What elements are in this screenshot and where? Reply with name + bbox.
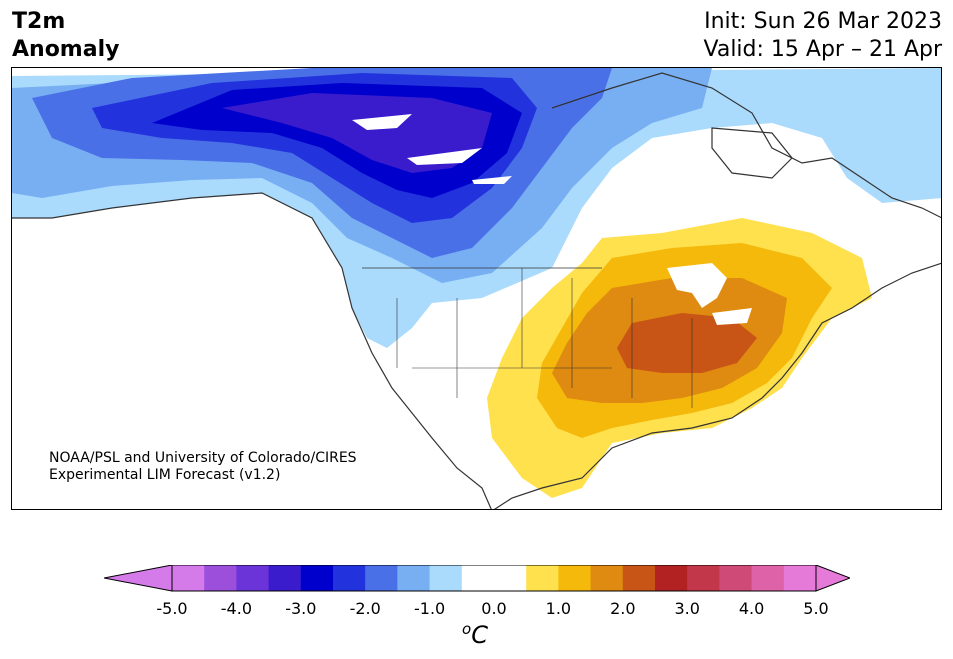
cold-band-6 bbox=[222, 93, 492, 173]
lake-white-2 bbox=[407, 148, 482, 165]
colorbar-segment bbox=[783, 565, 817, 591]
unit-base: C bbox=[471, 621, 488, 649]
colorbar-tick-label: 5.0 bbox=[803, 599, 829, 618]
colorbar-under-triangle bbox=[104, 565, 173, 592]
colorbar-segment bbox=[687, 565, 720, 591]
variable-type: Anomaly bbox=[12, 37, 120, 62]
lake-white-1 bbox=[352, 114, 412, 130]
colorbar-segment bbox=[172, 565, 205, 591]
map-canvas bbox=[12, 68, 941, 509]
colorbar-segment bbox=[590, 565, 624, 591]
init-date: Init: Sun 26 Mar 2023 bbox=[704, 9, 942, 34]
valid-dates: Valid: 15 Apr – 21 Apr bbox=[703, 37, 943, 62]
credit-line-2: Experimental LIM Forecast (v1.2) bbox=[49, 467, 281, 483]
credit-text: NOAA/PSL and University of Colorado/CIRE… bbox=[49, 450, 357, 484]
colorbar-segment bbox=[751, 565, 785, 591]
colorbar-segment bbox=[397, 565, 431, 591]
borders bbox=[12, 72, 941, 509]
colorbar-tick-label: -2.0 bbox=[349, 599, 381, 618]
colorbar-tick-label: 4.0 bbox=[738, 599, 765, 618]
colorbar-segment bbox=[526, 565, 559, 591]
colorbar-segment bbox=[719, 565, 753, 591]
colorbar-tick-label: -1.0 bbox=[413, 599, 446, 618]
colorbar-segment bbox=[365, 565, 398, 591]
colorbar bbox=[104, 565, 850, 592]
colorbar-segment bbox=[622, 565, 656, 591]
colorbar-tick-label: -3.0 bbox=[285, 599, 317, 618]
colorbar-outline bbox=[171, 565, 817, 592]
colorbar-segment bbox=[494, 565, 527, 591]
credit-line-1: NOAA/PSL and University of Colorado/CIRE… bbox=[49, 450, 357, 466]
warm-band-4 bbox=[617, 313, 757, 373]
colorbar-segment bbox=[333, 565, 366, 591]
colorbar-tick-label: -4.0 bbox=[220, 599, 252, 618]
colorbar-segment bbox=[461, 565, 495, 591]
unit-degree: o bbox=[462, 620, 472, 638]
colorbar-segment bbox=[268, 565, 302, 591]
colorbar-tick-label: 3.0 bbox=[674, 599, 700, 618]
colorbar-over-triangle bbox=[815, 565, 850, 592]
colorbar-tick-label: -5.0 bbox=[156, 599, 188, 618]
anomaly-map bbox=[11, 67, 942, 510]
lake-white-3 bbox=[472, 176, 512, 184]
colorbar-segment bbox=[204, 565, 237, 591]
colorbar-tick-label: 1.0 bbox=[545, 599, 572, 618]
colorbar-segment bbox=[558, 565, 592, 591]
colorbar-tick-label: 0.0 bbox=[481, 599, 507, 618]
unit-label: oC bbox=[462, 620, 488, 649]
map-title: T2m Anomaly bbox=[12, 8, 119, 64]
colorbar-segments bbox=[172, 565, 817, 591]
colorbar-tick-label: 2.0 bbox=[610, 599, 636, 618]
colorbar-segment bbox=[655, 565, 688, 591]
forecast-dates: Init: Sun 26 Mar 2023 Valid: 15 Apr – 21… bbox=[704, 8, 943, 64]
colorbar-segment bbox=[429, 565, 463, 591]
variable-name: T2m bbox=[12, 9, 66, 34]
colorbar-segment bbox=[236, 565, 270, 591]
colorbar-segment bbox=[300, 565, 334, 591]
great-lakes bbox=[667, 263, 752, 325]
